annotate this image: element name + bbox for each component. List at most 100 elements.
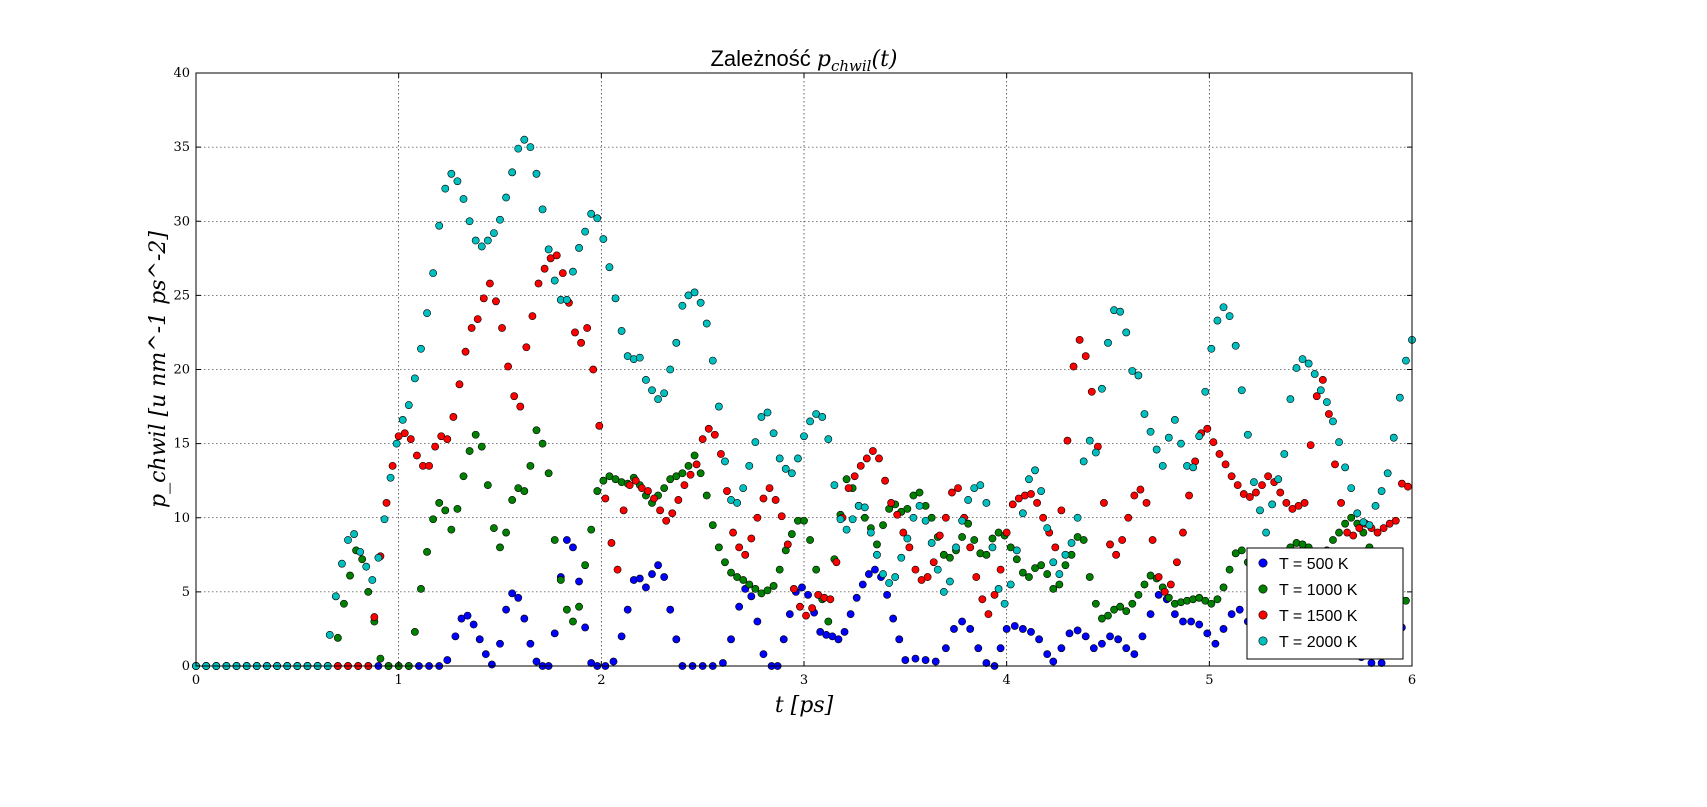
data-point	[453, 177, 462, 186]
data-point	[672, 635, 681, 644]
data-point	[781, 464, 790, 473]
data-point	[1043, 570, 1052, 578]
legend-box	[1246, 547, 1404, 660]
data-point	[1335, 528, 1343, 537]
x-tick-label: 4	[1003, 673, 1011, 688]
data-point	[1316, 386, 1325, 395]
data-point	[751, 438, 760, 447]
data-point	[860, 513, 869, 522]
data-point	[905, 543, 914, 552]
chart-title: Zależność pchwil(t)	[710, 46, 897, 75]
data-point	[921, 516, 930, 525]
data-point	[526, 639, 535, 648]
data-point	[1106, 540, 1114, 549]
data-point	[465, 217, 474, 226]
data-point	[1043, 524, 1052, 533]
data-point	[1300, 499, 1309, 507]
data-point	[747, 534, 756, 543]
data-point	[1201, 387, 1210, 396]
data-point	[471, 430, 480, 439]
data-point	[1235, 605, 1244, 614]
data-point	[368, 576, 377, 584]
data-point	[1104, 611, 1112, 620]
data-point	[710, 430, 719, 439]
data-point	[875, 454, 883, 463]
data-point	[528, 312, 537, 321]
data-point	[1085, 573, 1094, 581]
data-point	[479, 294, 488, 303]
data-point	[785, 610, 794, 619]
data-point	[1276, 488, 1285, 497]
data-point	[1002, 528, 1011, 537]
data-point	[958, 516, 966, 525]
data-point	[1347, 484, 1356, 492]
legend-marker	[1258, 610, 1268, 620]
x-tick-label: 5	[1205, 673, 1213, 688]
data-point	[1075, 335, 1084, 344]
data-point	[806, 417, 814, 426]
data-point	[678, 301, 687, 310]
data-point	[475, 635, 484, 644]
data-point	[990, 590, 999, 599]
data-point	[958, 617, 966, 626]
data-point	[423, 547, 431, 556]
data-point	[1049, 558, 1058, 567]
data-point	[954, 484, 962, 492]
data-point	[984, 610, 993, 619]
data-point	[1106, 632, 1114, 641]
data-point	[459, 195, 468, 203]
data-point	[331, 592, 340, 601]
data-point	[1008, 500, 1017, 509]
data-point	[1219, 583, 1228, 592]
data-point	[520, 135, 529, 144]
data-point	[1219, 303, 1228, 312]
data-point	[1122, 644, 1131, 653]
data-point	[481, 650, 490, 659]
data-point	[1379, 524, 1388, 533]
data-point	[1349, 531, 1358, 540]
data-point	[1079, 536, 1088, 544]
data-point	[1010, 622, 1019, 630]
data-point	[1025, 475, 1033, 484]
data-point	[380, 515, 389, 524]
data-point	[800, 432, 808, 441]
data-point	[1355, 524, 1364, 533]
data-point	[950, 625, 958, 633]
data-point	[939, 587, 948, 596]
data-point	[946, 553, 954, 562]
data-point	[654, 395, 662, 404]
data-point	[1079, 457, 1088, 466]
data-point	[684, 461, 693, 470]
data-point	[879, 570, 887, 578]
data-point	[1061, 561, 1070, 570]
data-point	[1073, 513, 1082, 522]
data-point	[635, 353, 644, 362]
data-point	[783, 540, 792, 549]
data-point	[1365, 521, 1374, 530]
data-point	[540, 264, 549, 273]
data-point	[1012, 555, 1021, 564]
data-point	[915, 488, 924, 497]
data-point	[1262, 528, 1270, 537]
data-point	[1258, 481, 1266, 490]
data-point	[696, 298, 705, 307]
data-point	[769, 582, 778, 590]
y-tick-label: 15	[173, 437, 190, 452]
data-point	[927, 539, 936, 547]
data-point	[1286, 395, 1295, 404]
data-point	[514, 593, 523, 602]
data-point	[1152, 445, 1161, 454]
data-point	[1306, 441, 1315, 450]
data-point	[376, 654, 385, 663]
data-point	[1122, 607, 1131, 616]
data-point	[502, 605, 510, 614]
data-point	[1051, 543, 1060, 552]
data-point	[848, 515, 857, 524]
data-point	[666, 605, 675, 614]
data-point	[485, 279, 494, 288]
data-point	[1268, 500, 1277, 509]
data-point	[631, 476, 640, 485]
data-point	[532, 426, 541, 435]
data-point	[1134, 590, 1143, 599]
data-point	[648, 570, 656, 578]
